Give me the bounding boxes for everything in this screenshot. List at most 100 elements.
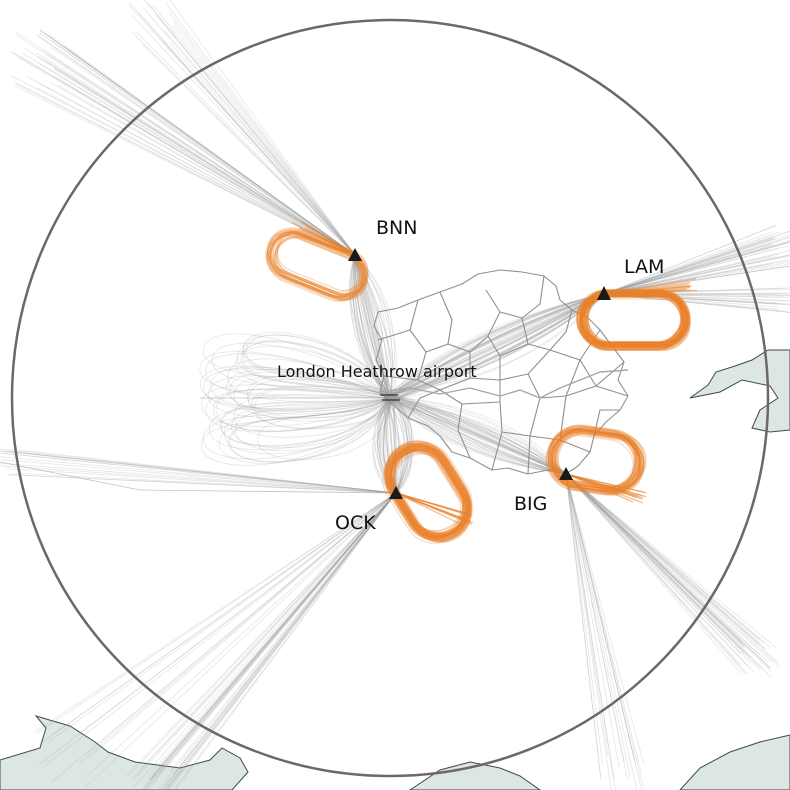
approach-loop — [199, 351, 391, 399]
holding-loop — [266, 234, 364, 300]
borough-line — [377, 329, 411, 341]
holding-loop — [549, 429, 642, 493]
flight-track — [386, 395, 751, 664]
approach-loop — [227, 358, 391, 403]
flight-track — [141, 6, 389, 400]
flight-track — [57, 84, 392, 401]
holding-loop — [387, 447, 470, 542]
holding-loop — [386, 440, 469, 538]
flight-track — [38, 399, 397, 745]
borough-line — [527, 435, 531, 475]
flight-track — [385, 395, 644, 763]
approach-loop — [208, 375, 391, 419]
holding-loop — [382, 447, 466, 544]
holding-loop — [387, 445, 464, 532]
holding-loop — [386, 450, 462, 538]
approach-loop — [210, 366, 391, 410]
holding-loop — [389, 440, 472, 539]
flight-track — [145, 396, 397, 790]
holding-loop — [581, 295, 683, 351]
flight-track — [394, 401, 603, 764]
flight-track — [130, 394, 397, 790]
flight-track — [388, 287, 790, 396]
flight-track — [168, 401, 397, 790]
flight-track — [50, 46, 390, 397]
approach-loop — [235, 345, 391, 399]
stack-markers — [348, 248, 611, 499]
holding-loop — [585, 293, 686, 346]
approach-loop — [221, 397, 391, 447]
borough-line — [565, 385, 629, 397]
holding-loop — [389, 445, 467, 532]
approach-loop — [235, 397, 391, 451]
flight-track — [165, 397, 412, 790]
approach-loop — [237, 340, 391, 399]
flight-track — [38, 397, 397, 766]
flight-track — [391, 398, 780, 667]
holding-loop — [548, 428, 641, 490]
flight-track — [387, 394, 745, 647]
flight-track — [386, 395, 643, 790]
flight-track — [385, 254, 790, 398]
approach-loop — [257, 397, 391, 460]
big-triangle-icon — [559, 467, 573, 480]
borough-line — [499, 275, 545, 319]
holding-loop — [581, 295, 688, 347]
flight-track — [37, 81, 387, 401]
holding-loop — [389, 449, 471, 543]
holding-loop — [554, 430, 640, 491]
flight-track — [393, 395, 764, 644]
holding-loop — [393, 446, 471, 537]
approach-loop — [213, 388, 391, 432]
flight-track — [388, 395, 616, 790]
holding-loop — [551, 430, 636, 492]
boundary-circle — [10, 18, 770, 778]
holding-loop — [547, 425, 637, 489]
borough-line — [457, 403, 471, 459]
holding-loop — [274, 232, 367, 298]
flight-track — [14, 30, 394, 396]
holding-loop — [546, 428, 641, 493]
holding-loop — [549, 430, 641, 495]
big-label: BIG — [514, 493, 547, 515]
flight-track — [389, 242, 774, 397]
holding-loop — [552, 427, 643, 491]
flight-track — [389, 399, 602, 778]
flight-track — [391, 263, 790, 397]
holding-loop — [581, 296, 690, 349]
flight-track — [388, 397, 777, 649]
flight-track — [386, 401, 625, 763]
flight-track — [393, 394, 744, 645]
bnn-triangle-icon — [348, 248, 362, 261]
flight-track — [393, 253, 780, 396]
holding-loop — [392, 448, 471, 536]
flight-track — [36, 56, 393, 396]
approach-loop — [211, 342, 391, 399]
holding-loop — [384, 444, 465, 535]
holding-leg — [395, 492, 465, 527]
flight-track — [384, 395, 747, 675]
flight-track — [565, 473, 771, 669]
borough-line — [579, 359, 625, 387]
approach-loop — [245, 334, 391, 399]
flight-track — [388, 255, 790, 401]
flight-track — [10, 51, 387, 402]
flight-track — [45, 53, 388, 396]
holding-loop — [387, 443, 469, 536]
flight-track — [393, 395, 755, 674]
flight-track — [166, 3, 395, 399]
holding-loop — [392, 444, 471, 535]
holding-patterns — [265, 220, 698, 544]
holding-loop — [551, 429, 639, 495]
flight-track — [391, 395, 602, 780]
approach-loop — [228, 397, 391, 463]
ock-triangle-icon — [389, 486, 403, 499]
flight-track — [393, 293, 786, 401]
approach-loop — [234, 375, 391, 419]
flight-track — [386, 401, 748, 675]
flight-track — [387, 263, 771, 402]
flight-track — [0, 400, 397, 494]
approach-loop — [243, 332, 391, 399]
flight-track — [385, 397, 645, 790]
flight-track — [147, 400, 409, 790]
